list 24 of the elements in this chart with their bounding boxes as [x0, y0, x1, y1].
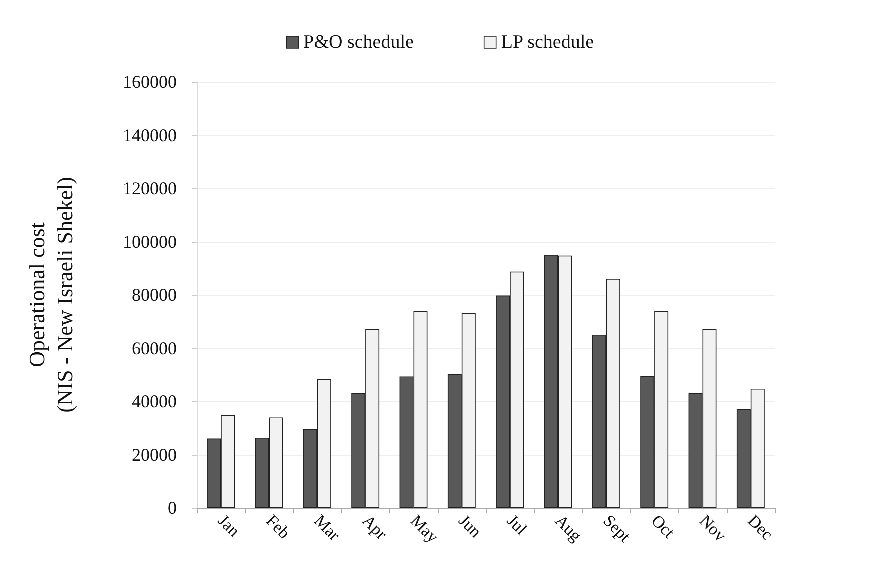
x-tick-label: Jul [503, 511, 532, 539]
x-tick-label: Sept [600, 511, 635, 546]
x-tick-label: Jun [455, 511, 486, 542]
x-tick-label: May [407, 511, 443, 548]
x-tick-label: Apr [358, 511, 392, 544]
y-tick-label: 120000 [123, 178, 177, 198]
x-tick-label: Dec [744, 511, 778, 544]
x-tick-label: Jan [214, 511, 244, 542]
y-tick-label: 0 [168, 498, 177, 518]
y-axis-title: Operational cost (NIS - New Israeli Shekel) [24, 177, 78, 413]
x-tick-label: Mar [310, 511, 344, 545]
y-tick-label: 60000 [132, 338, 177, 358]
legend-label: P&O schedule [304, 32, 414, 53]
y-tick-label: 160000 [123, 72, 177, 92]
y-tick-label: 20000 [132, 444, 177, 465]
x-tick-label: Feb [262, 511, 294, 543]
y-tick-label: 140000 [123, 125, 177, 146]
x-tick-label: Oct [648, 511, 679, 542]
y-tick-label: 40000 [132, 392, 177, 412]
y-tick-label: 80000 [132, 285, 177, 305]
x-tick-label: Nov [696, 511, 731, 546]
x-tick-label: Aug [552, 511, 586, 546]
y-tick-label: 100000 [123, 232, 177, 252]
legend-label: LP schedule [501, 32, 594, 53]
